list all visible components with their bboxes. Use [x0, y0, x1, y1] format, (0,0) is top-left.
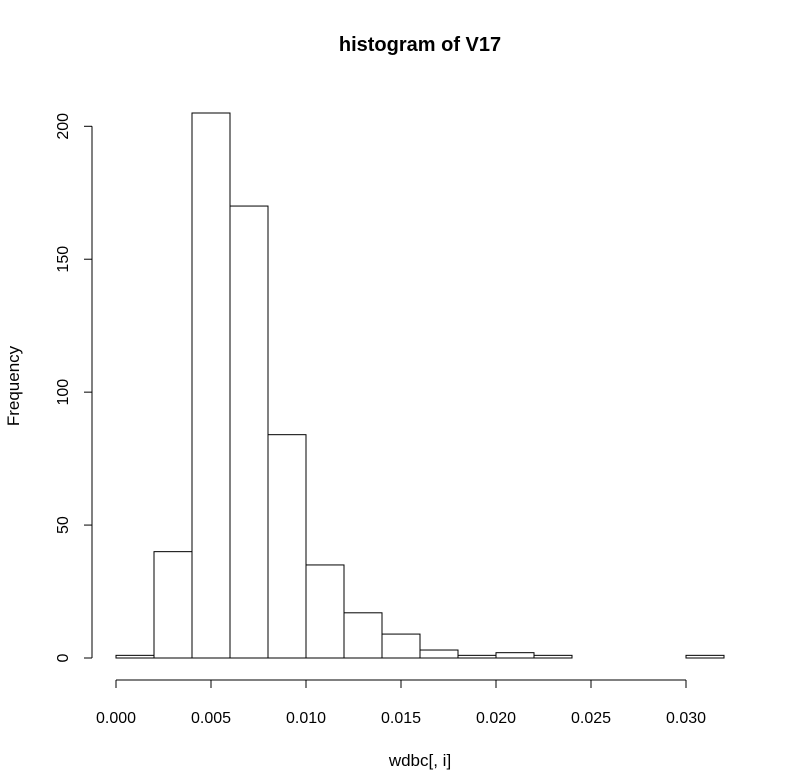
histogram-bar [343, 612, 383, 659]
histogram-bar [457, 654, 497, 659]
y-tick-label: 50 [55, 516, 72, 534]
x-tick-label: 0.030 [666, 710, 706, 727]
histogram-bar [305, 564, 345, 659]
y-axis: 0 50 100 150 200 [55, 113, 93, 662]
bars-group [115, 112, 725, 659]
x-tick-label: 0.010 [286, 710, 326, 727]
histogram-bar [153, 551, 193, 659]
histogram-bar [419, 649, 459, 659]
histogram-bar [191, 112, 231, 659]
histogram-bar [229, 205, 269, 659]
x-tick-label: 0.015 [381, 710, 421, 727]
y-axis-label: Frequency [4, 345, 23, 426]
x-axis: 0.000 0.005 0.010 0.015 0.020 0.025 0.030 [96, 679, 706, 727]
histogram-bar [381, 633, 421, 659]
y-tick-label: 150 [55, 246, 72, 273]
x-axis-label: wdbc[, i] [388, 751, 451, 770]
histogram-bar [495, 652, 535, 659]
histogram-bar [533, 654, 573, 659]
histogram-bar [115, 654, 155, 659]
histogram-bar [267, 434, 307, 659]
x-tick-label: 0.025 [571, 710, 611, 727]
chart-title: histogram of V17 [339, 34, 501, 56]
x-tick-label: 0.020 [476, 710, 516, 727]
y-tick-label: 100 [55, 379, 72, 406]
y-tick-label: 200 [55, 113, 72, 140]
histogram-bar [685, 654, 725, 659]
x-tick-label: 0.000 [96, 710, 136, 727]
y-tick-label: 0 [55, 653, 72, 662]
x-tick-label: 0.005 [191, 710, 231, 727]
